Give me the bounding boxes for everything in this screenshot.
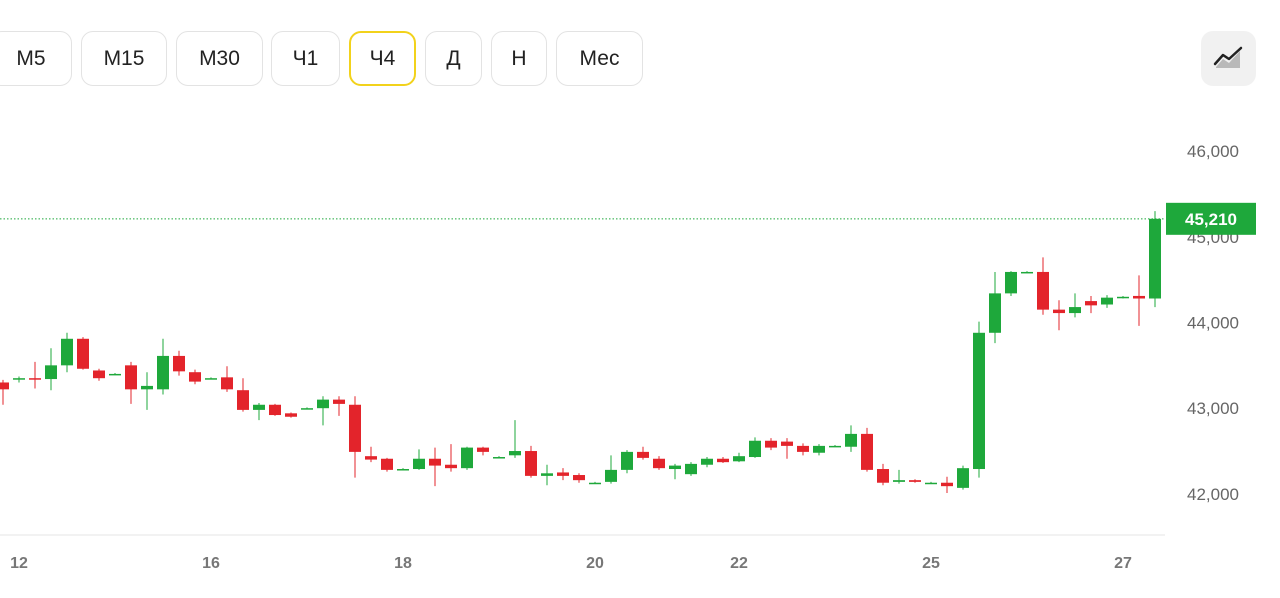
timeframe-button[interactable]: Ч1 [271,31,340,86]
candle-body [349,404,361,452]
last-price-box [1166,202,1256,235]
candle-body [1149,218,1161,299]
candle-body [221,377,233,390]
candle-body [237,390,249,410]
candle-body [829,445,841,448]
candle-body [765,440,777,448]
candle-body [429,458,441,466]
candle-body [461,447,473,469]
candle-body [525,451,537,476]
candle-body [157,355,169,390]
candle-body [365,456,377,460]
candle-body [477,447,489,452]
timeframe-button[interactable]: M30 [176,31,263,86]
candle-body [173,355,185,372]
candle-body [605,469,617,482]
candle-body [1085,301,1097,306]
timeframe-button[interactable]: M5 [0,31,72,86]
candle-body [621,451,633,470]
x-tick-label: 18 [394,555,412,572]
candle-body [1133,295,1145,299]
candle-body [1021,271,1033,274]
candle-body [717,458,729,463]
candle-body [29,378,41,380]
candle-body [301,408,313,410]
x-tick-label: 16 [202,555,220,572]
timeframe-button[interactable]: Д [425,31,482,86]
chart-type-icon [1213,46,1243,68]
x-tick-label: 27 [1114,555,1132,572]
timeframe-button[interactable]: Ч4 [349,31,416,86]
candle-body [125,365,137,390]
candle-body [893,480,905,482]
timeframe-button[interactable]: Н [491,31,547,86]
y-tick-label: 44,000 [1187,314,1239,333]
candle-body [541,473,553,476]
x-tick-label: 20 [586,555,604,572]
candle-body [317,399,329,409]
x-tick-label: 12 [10,555,28,572]
candle-body [445,464,457,469]
candle-body [653,458,665,469]
x-tick-label: 25 [922,555,940,572]
candle-body [1053,309,1065,314]
candle-body [573,475,585,481]
candle-body [45,365,57,380]
candle-body [589,482,601,485]
y-tick-label: 43,000 [1187,399,1239,418]
candle-body [957,468,969,488]
last-price-label: 45,210 [1185,210,1237,229]
candle-body [397,469,409,471]
timeframe-button[interactable]: Мес [556,31,643,86]
y-tick-label: 42,000 [1187,485,1239,504]
candle-body [493,457,505,459]
candle-body [333,399,345,404]
candle-body [285,413,297,417]
candle-body [13,378,25,380]
candle-body [701,458,713,465]
candle-body [61,338,73,366]
candle-body [909,480,921,482]
candle-body [637,451,649,458]
candle-body [973,332,985,470]
chart-type-button[interactable] [1201,31,1256,86]
candle-body [413,458,425,470]
candle-body [253,404,265,410]
candle-body [877,469,889,483]
candle-body [1005,271,1017,294]
candle-body [269,404,281,416]
candle-body [109,373,121,376]
candle-body [989,293,1001,333]
candle-body [557,472,569,476]
candle-body [1117,296,1129,299]
candle-body [381,458,393,470]
candle-body [813,445,825,453]
candle-body [1037,271,1049,310]
candle-body [749,440,761,458]
candle-body [0,382,9,390]
x-tick-label: 22 [730,555,748,572]
candle-body [797,445,809,452]
candle-body [1069,307,1081,314]
candle-body [669,465,681,470]
candle-body [941,482,953,487]
timeframe-button[interactable]: M15 [81,31,167,86]
candle-body [509,451,521,456]
candle-body [93,370,105,379]
candle-body [77,338,89,369]
candle-body [861,433,873,470]
candle-body [845,433,857,447]
candle-body [205,378,217,380]
candle-body [733,456,745,462]
candle-body [685,463,697,475]
candle-body [1101,297,1113,305]
candle-body [925,482,937,485]
candle-body [141,385,153,390]
y-tick-label: 46,000 [1187,142,1239,161]
candle-body [781,441,793,446]
candle-body [189,372,201,382]
